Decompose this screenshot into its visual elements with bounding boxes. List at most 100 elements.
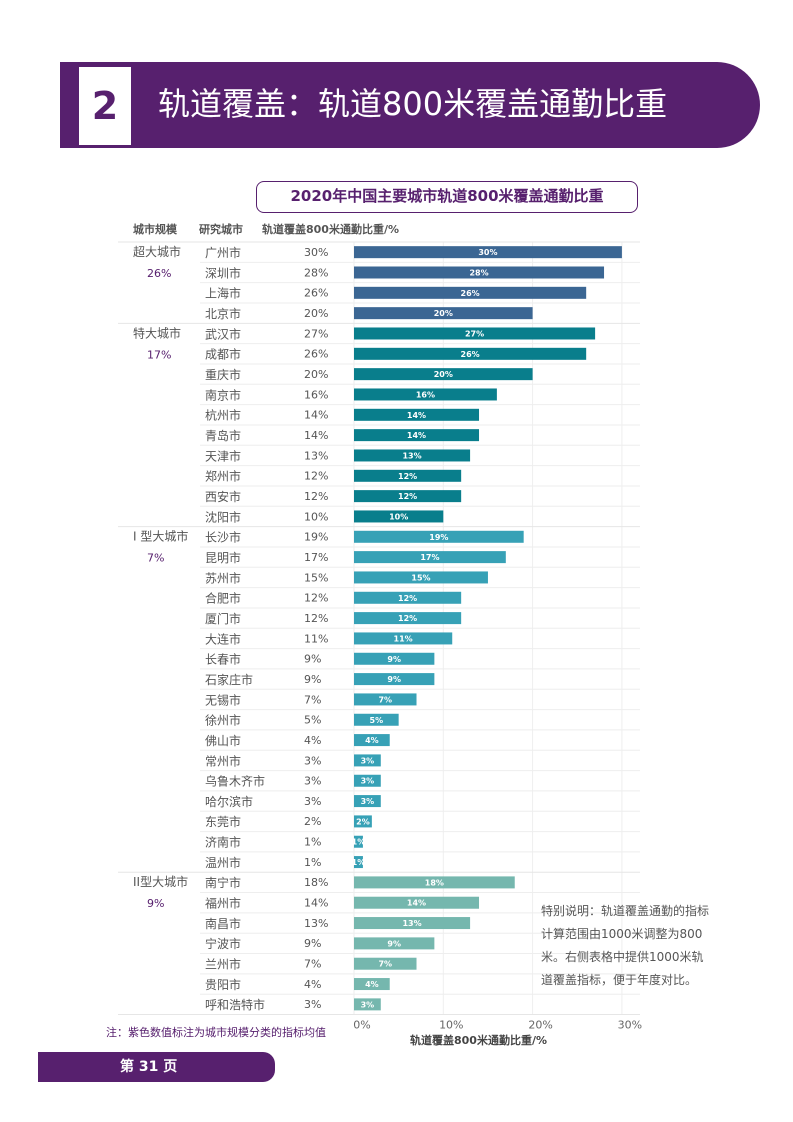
bar-data-label: 3% bbox=[361, 797, 375, 806]
group-average: 17% bbox=[147, 348, 171, 361]
city-label: 沈阳市 bbox=[205, 509, 241, 524]
bar-data-label: 26% bbox=[461, 289, 480, 298]
value-label: 1% bbox=[304, 856, 321, 869]
city-label: 西安市 bbox=[205, 489, 241, 504]
bar bbox=[354, 835, 363, 848]
bar bbox=[354, 490, 462, 503]
city-label: 佛山市 bbox=[205, 733, 241, 748]
bar bbox=[354, 408, 480, 421]
value-label: 4% bbox=[304, 978, 321, 991]
bar-data-label: 14% bbox=[407, 431, 426, 440]
chart-title: 2020年中国主要城市轨道800米覆盖通勤比重 bbox=[256, 181, 638, 213]
city-label: 杭州市 bbox=[205, 408, 241, 423]
bar-data-label: 11% bbox=[394, 634, 413, 643]
bar bbox=[354, 998, 381, 1011]
bar bbox=[354, 449, 471, 462]
bar-data-label: 20% bbox=[434, 309, 453, 318]
bar bbox=[354, 286, 587, 299]
city-label: 贵阳市 bbox=[205, 977, 241, 992]
bar bbox=[354, 937, 435, 950]
city-label: 徐州市 bbox=[205, 713, 241, 728]
bar bbox=[354, 571, 488, 584]
bar bbox=[354, 632, 453, 645]
bar-data-label: 13% bbox=[402, 451, 421, 460]
value-label: 1% bbox=[304, 836, 321, 849]
bar-data-label: 19% bbox=[429, 533, 448, 542]
city-label: 厦门市 bbox=[205, 611, 241, 626]
group-average: 9% bbox=[147, 897, 164, 910]
bar-data-label: 12% bbox=[398, 594, 417, 603]
bar-data-label: 1% bbox=[352, 838, 366, 847]
bar bbox=[354, 815, 372, 828]
bar-data-label: 28% bbox=[469, 268, 488, 277]
bar-data-label: 12% bbox=[398, 492, 417, 501]
value-label: 17% bbox=[304, 551, 328, 564]
x-tick-label: 20% bbox=[528, 1019, 552, 1032]
city-label: 武汉市 bbox=[205, 326, 241, 341]
city-label: 东莞市 bbox=[205, 814, 241, 829]
bar bbox=[354, 246, 622, 259]
bar-data-label: 15% bbox=[411, 573, 430, 582]
special-note: 特别说明：轨道覆盖通勤的指标计算范围由1000米调整为800米。右侧表格中提供1… bbox=[541, 904, 710, 987]
value-label: 13% bbox=[304, 449, 328, 462]
bar-data-label: 18% bbox=[425, 878, 444, 887]
value-label: 3% bbox=[304, 775, 321, 788]
value-label: 18% bbox=[304, 876, 328, 889]
bar bbox=[354, 876, 515, 889]
city-label: 广州市 bbox=[205, 245, 241, 260]
bar bbox=[354, 957, 417, 970]
value-label: 27% bbox=[304, 327, 328, 340]
bar-data-label: 7% bbox=[378, 695, 392, 704]
column-header-city: 研究城市 bbox=[199, 223, 243, 236]
footnote: 注：紫色数值标注为城市规模分类的指标均值 bbox=[106, 1026, 326, 1039]
x-tick-label: 10% bbox=[439, 1019, 463, 1032]
bar-data-label: 1% bbox=[352, 858, 366, 867]
header-band bbox=[60, 62, 760, 148]
column-header-value: 轨道覆盖800米通勤比重/% bbox=[262, 223, 399, 236]
value-label: 7% bbox=[304, 958, 321, 971]
city-label: 深圳市 bbox=[205, 265, 241, 280]
city-label: 南宁市 bbox=[205, 875, 241, 890]
bar bbox=[354, 469, 462, 482]
value-label: 9% bbox=[304, 653, 321, 666]
bar bbox=[354, 530, 524, 543]
bar-data-label: 7% bbox=[378, 960, 392, 969]
value-label: 14% bbox=[304, 409, 328, 422]
city-label: 常州市 bbox=[205, 753, 241, 768]
bar-data-label: 27% bbox=[465, 329, 484, 338]
value-label: 26% bbox=[304, 287, 328, 300]
bar-data-label: 30% bbox=[478, 248, 497, 257]
city-label: 重庆市 bbox=[205, 367, 241, 382]
bar bbox=[354, 774, 381, 787]
bar bbox=[354, 795, 381, 808]
value-label: 28% bbox=[304, 266, 328, 279]
bar bbox=[354, 510, 444, 523]
value-label: 2% bbox=[304, 815, 321, 828]
value-label: 5% bbox=[304, 714, 321, 727]
city-label: 宁波市 bbox=[205, 936, 241, 951]
bar-data-label: 4% bbox=[365, 736, 379, 745]
bar bbox=[354, 673, 435, 686]
city-label: 北京市 bbox=[205, 306, 241, 321]
city-label: 昆明市 bbox=[205, 550, 241, 565]
bar bbox=[354, 856, 363, 869]
value-label: 12% bbox=[304, 490, 328, 503]
value-label: 7% bbox=[304, 693, 321, 706]
bar-data-label: 26% bbox=[461, 350, 480, 359]
bar bbox=[354, 347, 587, 360]
group-average: 7% bbox=[147, 552, 164, 565]
value-label: 12% bbox=[304, 612, 328, 625]
bar-data-label: 12% bbox=[398, 614, 417, 623]
bar-data-label: 13% bbox=[402, 919, 421, 928]
value-label: 30% bbox=[304, 246, 328, 259]
value-label: 13% bbox=[304, 917, 328, 930]
bar bbox=[354, 754, 381, 767]
value-label: 4% bbox=[304, 734, 321, 747]
value-label: 20% bbox=[304, 368, 328, 381]
value-label: 12% bbox=[304, 592, 328, 605]
bar-data-label: 5% bbox=[370, 716, 384, 725]
bar bbox=[354, 612, 462, 625]
city-label: 温州市 bbox=[205, 855, 241, 870]
page-title: 轨道覆盖：轨道800米覆盖通勤比重 bbox=[158, 85, 668, 123]
value-label: 14% bbox=[304, 897, 328, 910]
